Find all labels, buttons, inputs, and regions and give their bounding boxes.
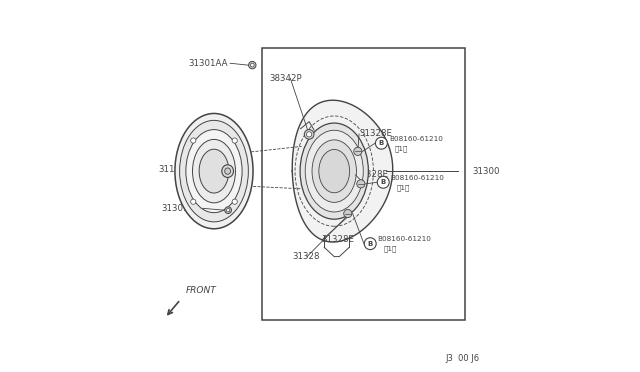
Ellipse shape <box>180 121 248 222</box>
Text: B: B <box>379 140 384 146</box>
Text: 31301AA: 31301AA <box>189 59 228 68</box>
Circle shape <box>232 199 237 204</box>
Text: （1）: （1） <box>396 184 410 191</box>
Circle shape <box>227 208 230 212</box>
Circle shape <box>307 132 312 137</box>
Text: B08160-61210: B08160-61210 <box>378 236 431 242</box>
Ellipse shape <box>222 165 234 177</box>
Text: B: B <box>381 179 386 185</box>
Circle shape <box>191 138 196 143</box>
Text: 31328E: 31328E <box>355 170 388 179</box>
Ellipse shape <box>193 140 236 203</box>
Circle shape <box>356 180 365 188</box>
Text: 31100: 31100 <box>159 165 186 174</box>
Circle shape <box>232 138 237 143</box>
Circle shape <box>250 63 254 67</box>
Text: 31300: 31300 <box>472 167 500 176</box>
Text: （1）: （1） <box>394 145 408 152</box>
Text: 31328: 31328 <box>292 252 319 261</box>
Circle shape <box>304 129 314 139</box>
Circle shape <box>354 147 362 155</box>
Ellipse shape <box>300 123 369 219</box>
Ellipse shape <box>186 129 242 213</box>
Circle shape <box>376 137 387 149</box>
Polygon shape <box>292 100 393 242</box>
Circle shape <box>248 61 256 69</box>
Text: 31328E: 31328E <box>322 235 355 244</box>
Ellipse shape <box>199 149 229 193</box>
Bar <box>262 48 465 320</box>
Text: B08160-61210: B08160-61210 <box>390 175 445 181</box>
Circle shape <box>225 207 232 214</box>
Circle shape <box>191 199 196 204</box>
Ellipse shape <box>305 130 364 212</box>
Text: B08160-61210: B08160-61210 <box>389 136 443 142</box>
Text: （1）: （1） <box>383 246 397 252</box>
Circle shape <box>378 176 389 188</box>
Circle shape <box>364 238 376 250</box>
Text: J3  00 J6: J3 00 J6 <box>446 354 480 363</box>
Circle shape <box>344 209 352 218</box>
Text: 31301AA: 31301AA <box>161 204 201 213</box>
Ellipse shape <box>225 168 230 174</box>
Ellipse shape <box>319 150 349 193</box>
Ellipse shape <box>175 113 253 229</box>
Ellipse shape <box>312 140 356 202</box>
Text: FRONT: FRONT <box>186 286 217 295</box>
Text: B: B <box>367 241 373 247</box>
Text: 38342P: 38342P <box>270 74 303 83</box>
Text: 31328E: 31328E <box>359 129 392 138</box>
